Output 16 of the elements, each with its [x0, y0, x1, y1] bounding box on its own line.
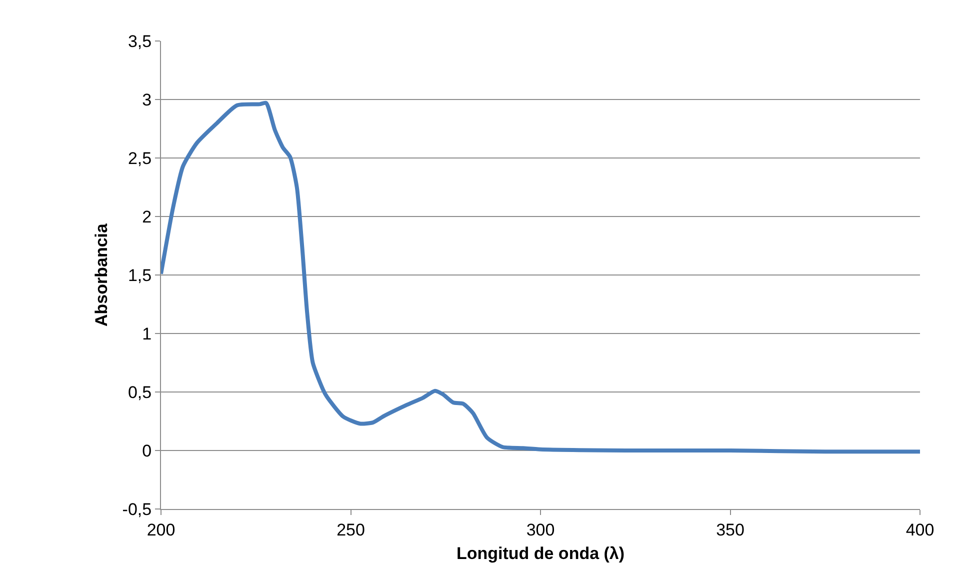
y-tick-label: 2,5: [128, 148, 152, 168]
x-axis-title: Longitud de onda (λ): [456, 544, 625, 563]
y-tick-label: 0: [142, 441, 152, 460]
y-tick-label: 1: [142, 324, 152, 344]
x-tick-label: 250: [336, 520, 365, 540]
x-tick-label: 400: [906, 520, 934, 540]
y-tick-label: 2: [142, 207, 152, 226]
x-tick-label: 300: [526, 520, 555, 540]
y-tick-label: 1,5: [128, 266, 152, 285]
y-tick-label: 0,5: [128, 382, 152, 402]
y-tick-label: -0,5: [122, 500, 152, 519]
x-tick-label: 350: [716, 520, 744, 540]
y-tick-label: 3: [142, 90, 152, 110]
x-tick-label: 200: [146, 520, 176, 540]
y-axis-title: Absorbancia: [92, 222, 111, 326]
y-tick-label: 3,5: [128, 32, 152, 51]
